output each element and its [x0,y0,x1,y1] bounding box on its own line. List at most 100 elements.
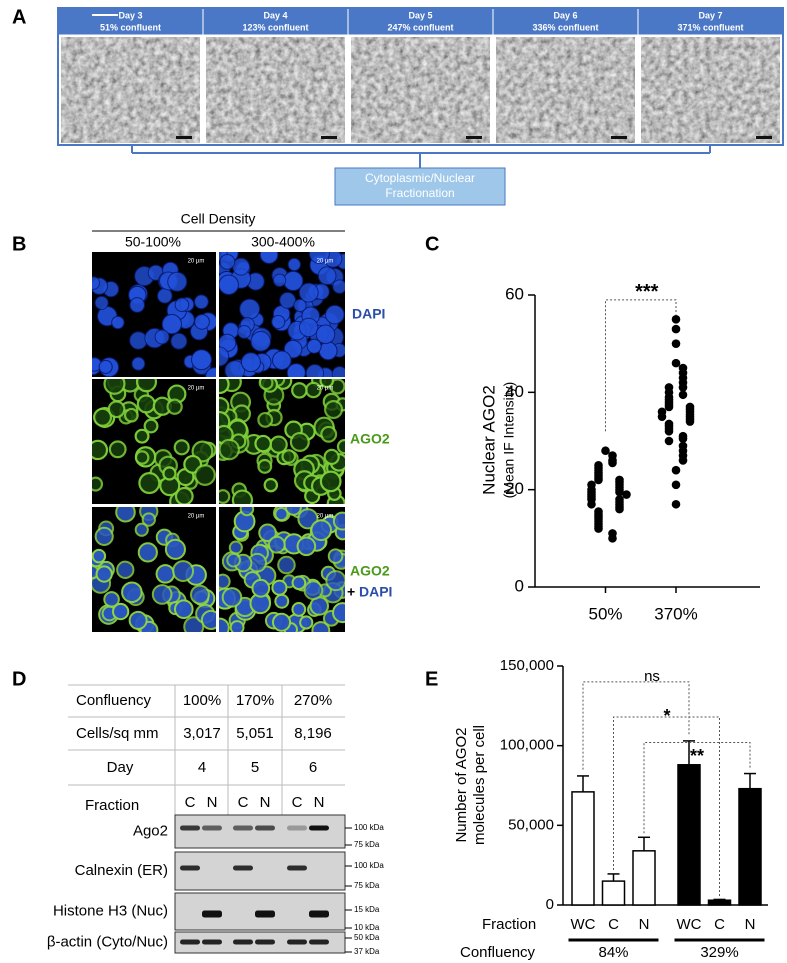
band [180,825,200,831]
cell [298,317,319,338]
cell [162,466,177,481]
cell [272,350,292,371]
cell [191,349,212,371]
scale-bar [176,136,192,139]
band [233,939,253,945]
band [287,865,307,871]
cell [318,341,338,361]
panel-label: C [425,233,439,255]
table-cell: 6 [309,759,317,776]
day-confluence: 336% confluent [532,22,598,32]
cell [219,438,240,461]
data-point [671,358,681,368]
marker-label: 100 kDa [354,861,384,870]
cell [129,331,148,350]
cell [279,291,297,309]
cell [103,379,126,395]
day-header [637,7,784,36]
y-tick-label: 0 [515,576,524,595]
cell [156,288,173,304]
cell [325,570,345,592]
cell [135,379,158,393]
fluorescence-image: 20 µm [92,507,216,632]
scale-bar-label: 20 µm [317,386,334,392]
marker-label: 100 kDa [354,823,384,832]
scale-bar-label: 20 µm [317,259,334,265]
data-point [594,475,603,485]
table-cell: 100% [183,692,221,709]
cell [239,298,261,320]
data-point [671,465,681,475]
cell [257,458,273,474]
table-cell: 270% [294,692,332,709]
cell [115,507,136,523]
cell [332,279,345,294]
cell [190,584,210,605]
density-title: Cell Density [181,211,256,227]
cell [98,359,113,374]
data-point [608,458,617,468]
blot-label: Calnexin (ER) [75,862,168,879]
cell [291,382,308,399]
y-axis-label-sub: molecules per cell [471,725,488,845]
cell [174,486,194,504]
cell [129,297,146,313]
table-cell: 5,051 [236,725,274,742]
cell [224,360,246,377]
day-title: Day 7 [698,10,722,20]
marker-label: 75 kDa [354,881,380,890]
data-point [671,339,681,348]
scale-bar [756,136,772,139]
scale-bar-label: 20 µm [188,259,205,265]
cell [284,507,302,516]
cell [95,565,113,583]
y-tick-label: 40 [505,382,524,401]
cell [320,425,338,443]
cell [174,297,190,313]
marker-label: 75 kDa [354,840,380,849]
significance: ns [644,668,660,685]
cell [250,331,272,352]
x-tick-label: WC [677,916,702,933]
cell [111,315,125,330]
cell [258,379,274,391]
fluorescence-image: 20 µm [92,252,216,377]
band [202,939,222,945]
y-tick-label: 50,000 [508,816,554,833]
cell [231,489,254,504]
data-point [671,315,681,324]
fraction: C [238,794,249,811]
cell [219,573,231,590]
table-cell: 4 [198,759,206,776]
x-axis-label: Fraction [482,916,536,933]
data-point [664,402,674,412]
x-tick-label: C [608,916,619,933]
band [309,825,329,831]
row-label: AGO2 [350,563,390,579]
day-header [57,7,204,36]
cell [299,615,314,630]
x-tick-label: WC [571,916,596,933]
row-header: Cells/sq mm [76,725,159,742]
cell [332,602,345,624]
data-point [671,480,681,490]
cell [116,560,135,579]
cell [92,407,113,427]
y-tick-label: 100,000 [500,737,554,754]
cell [306,338,322,354]
x-tick-label: C [714,916,725,933]
significance-bracket [582,681,690,770]
column-label: 50-100% [125,234,181,250]
cell [291,602,307,617]
row-label: + [347,584,355,600]
significance: * [663,706,670,726]
y-tick-label: 0 [546,896,554,913]
cell [219,489,231,504]
fluorescence-image: 20 µm [219,507,345,632]
fractionation-box [334,167,506,206]
cell [141,512,156,527]
data-point [678,434,688,443]
cell [331,365,345,377]
cell [269,435,288,454]
